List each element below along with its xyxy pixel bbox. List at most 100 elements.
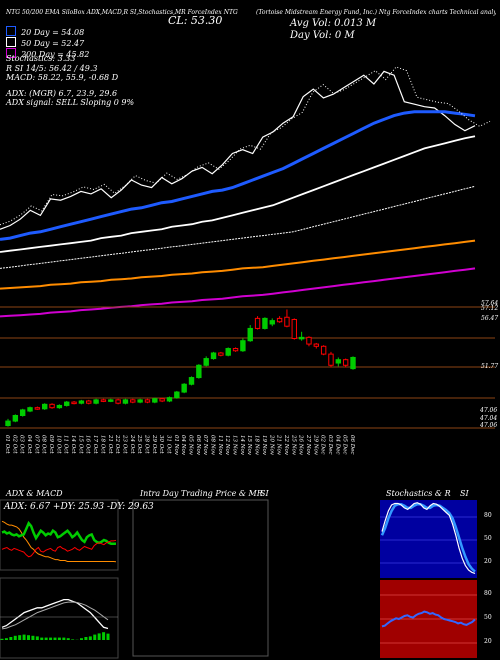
rsi-tick: 50 <box>484 614 492 621</box>
date-tick: 07 Nov <box>202 435 208 456</box>
stoch-si: SI <box>460 489 469 498</box>
candle-body <box>188 377 195 385</box>
rsi-chart <box>380 594 477 644</box>
avg-volume: Avg Vol: 0.013 M <box>290 18 377 29</box>
date-tick: 04 Dec <box>334 435 340 455</box>
date-tick: 11 Oct <box>63 435 69 454</box>
intraday-title: Intra Day Trading Price & MR <box>140 489 263 498</box>
close-label: CL: 53.30 <box>168 14 223 27</box>
candle-body <box>144 399 151 403</box>
macd-histogram-bar <box>97 633 101 640</box>
date-tick: 11 Nov <box>217 435 223 456</box>
date-tick: 25 Oct <box>136 434 142 454</box>
stoch-tick: 50 <box>484 535 492 542</box>
date-tick: 06 Nov <box>195 435 201 456</box>
date-tick: 02 Oct <box>11 435 17 454</box>
date-tick: 03 Oct <box>19 435 25 454</box>
macd-histogram-bar <box>9 637 13 640</box>
candle-body <box>159 398 165 402</box>
macd-histogram-bar <box>44 637 48 640</box>
candle-body <box>291 319 297 339</box>
macd-histogram-bar <box>53 637 57 640</box>
stoch-readout: Stochastics: 3.33 <box>6 54 76 63</box>
indicator-topline: NTG 50/200 EMA SiloBox ADX,MACD,R SI,Sto… <box>6 9 238 16</box>
candle-body <box>64 401 70 406</box>
date-tick: 04 Oct <box>26 435 32 454</box>
candle-body <box>5 420 11 427</box>
adx-readout: ADX: (MGR) 6.7, 23.9, 29.6 <box>6 88 118 98</box>
date-tick: 19 Nov <box>261 435 267 456</box>
date-tick: 01 Nov <box>173 435 179 456</box>
candle-body <box>71 401 77 405</box>
macd-histogram-bar <box>62 637 66 640</box>
macd-histogram-bar <box>40 637 44 640</box>
candle-body <box>284 316 290 327</box>
price-tick: 47.04 <box>480 415 498 422</box>
stoch-panel <box>380 500 477 578</box>
date-tick: 16 Oct <box>85 435 91 454</box>
date-tick: 01 Oct <box>4 435 10 454</box>
ema-series-100-day <box>0 185 476 269</box>
candle-body <box>320 345 327 355</box>
stoch-k-line <box>381 502 476 575</box>
date-tick: 05 Nov <box>188 435 194 456</box>
date-tick: 04 Nov <box>180 435 186 456</box>
macd-histogram-bar <box>18 635 22 640</box>
candle-body <box>122 399 129 404</box>
candle-body <box>166 397 173 402</box>
adx-title: ADX & MACD <box>6 489 63 498</box>
price-tick: 51.77 <box>481 363 499 370</box>
macd-histogram-bar <box>27 635 30 640</box>
candle-body <box>262 317 268 329</box>
date-tick: 22 Oct <box>114 434 120 454</box>
adx-panel <box>0 499 119 571</box>
date-tick: 02 Dec <box>320 435 326 455</box>
intraday-si: SI <box>260 489 269 498</box>
macd-histogram-bar <box>49 637 53 640</box>
macd-histogram-bar <box>88 636 92 640</box>
ema-200-label: 200 Day = 45.82 <box>21 50 90 59</box>
macd-histogram-bar <box>71 639 75 640</box>
adx-series-dy <box>1 520 117 546</box>
ema-legend: 20 Day = 54.08 50 Day = 52.47 200 Day = … <box>6 20 89 59</box>
candle-body <box>328 353 334 366</box>
candle-body <box>350 356 356 370</box>
candle-body <box>137 399 143 403</box>
adx-series-dy <box>1 539 117 558</box>
macd-panel <box>0 577 119 659</box>
date-tick: 27 Nov <box>305 434 311 456</box>
date-tick: 18 Nov <box>254 435 260 456</box>
candle-body <box>42 403 48 410</box>
macd-line <box>1 598 109 630</box>
date-tick: 09 Oct <box>48 435 54 454</box>
stoch-tick: 80 <box>484 512 492 519</box>
ema-legend-item: 50 Day = 52.47 <box>6 31 89 48</box>
ema-20-label: 20 Day = 54.08 <box>21 28 85 37</box>
ema-series-price <box>0 70 476 230</box>
candle-body <box>152 398 158 403</box>
price-tick: 57.64 <box>481 300 499 307</box>
rsi-line <box>381 610 476 628</box>
macd-histogram-bar <box>4 638 8 640</box>
date-tick: 22 Nov <box>283 434 289 456</box>
candle-body <box>181 383 187 393</box>
candle-body <box>34 407 41 410</box>
indicator-readouts: Stochastics: 3.33 R SI 14/5: 56.42 / 49.… <box>6 54 134 108</box>
candle-body <box>269 320 275 325</box>
price-tick: 47.06 <box>480 407 498 414</box>
date-axis: 01 Oct 02 Oct 03 Oct 04 Oct 07 Oct 08 Oct 09 O… <box>4 434 355 456</box>
date-tick: 25 Nov <box>290 434 296 456</box>
candle-body <box>108 399 114 402</box>
candle-body <box>78 400 85 404</box>
candle-body <box>49 403 55 409</box>
date-tick: 15 Nov <box>246 435 252 456</box>
date-tick: 14 Nov <box>239 435 245 456</box>
date-tick: 23 Oct <box>121 434 127 454</box>
rsi-tick: 20 <box>484 638 492 645</box>
macd-histogram-bar <box>66 638 70 640</box>
day-volume: Day Vol: 0 M <box>290 30 355 41</box>
date-tick: 13 Nov <box>232 435 238 456</box>
ema-50-label: 50 Day = 52.47 <box>21 39 85 48</box>
date-tick: 08 Oct <box>41 435 47 454</box>
ema-legend-item: 200 Day = 45.82 <box>6 42 89 59</box>
